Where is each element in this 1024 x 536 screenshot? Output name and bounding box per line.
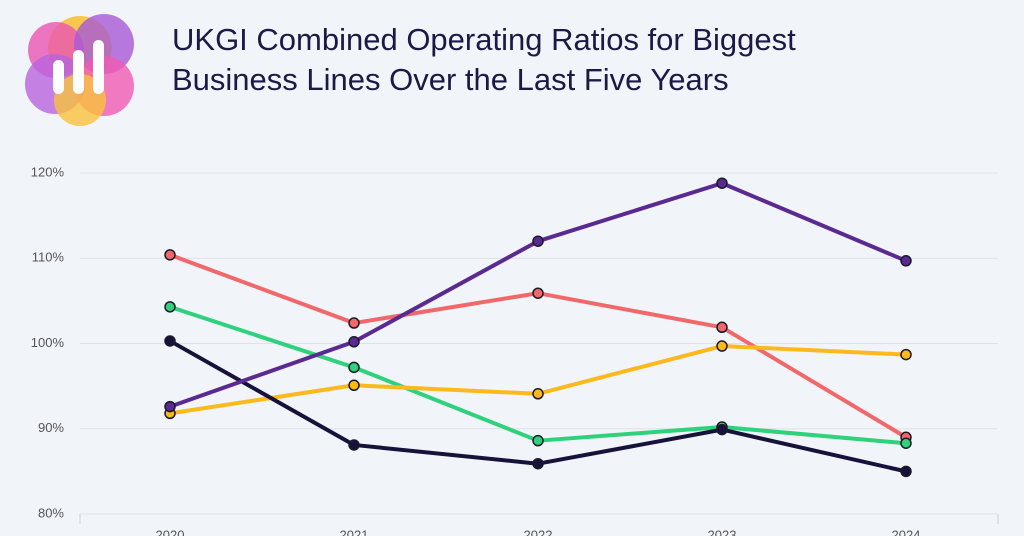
data-point — [164, 400, 176, 413]
data-point — [532, 457, 544, 470]
data-point — [164, 335, 176, 347]
x-tick-label: 2023 — [708, 527, 737, 536]
x-tick-label: 2021 — [340, 527, 369, 536]
series-line — [169, 252, 908, 439]
data-point — [532, 434, 544, 447]
data-point — [348, 439, 360, 451]
data-point — [348, 361, 360, 374]
x-tick-label: 2024 — [892, 527, 921, 536]
data-point — [900, 255, 912, 267]
data-point — [532, 388, 544, 400]
logo — [25, 14, 134, 126]
data-point — [716, 423, 728, 436]
data-point — [900, 465, 912, 478]
data-point — [348, 379, 360, 392]
y-tick-label: 100% — [31, 335, 65, 350]
series-line — [169, 304, 907, 446]
data-point — [716, 321, 728, 334]
x-tick-label: 2020 — [156, 527, 185, 536]
y-tick-label: 110% — [32, 250, 65, 265]
data-point — [532, 287, 544, 299]
y-tick-label: 90% — [38, 420, 64, 435]
data-point — [532, 235, 544, 247]
data-point — [164, 301, 176, 313]
data-point — [900, 348, 912, 361]
data-point — [900, 437, 912, 449]
data-point — [716, 177, 728, 189]
y-tick-label: 120% — [31, 164, 65, 179]
data-point — [348, 336, 360, 348]
series-line — [169, 339, 907, 474]
chart-title: UKGI Combined Operating Ratios for Bigge… — [172, 22, 796, 97]
data-point — [716, 340, 728, 352]
x-tick-label: 2022 — [524, 527, 553, 536]
y-tick-label: 80% — [38, 505, 64, 520]
data-point — [164, 249, 176, 261]
data-point — [348, 317, 360, 329]
